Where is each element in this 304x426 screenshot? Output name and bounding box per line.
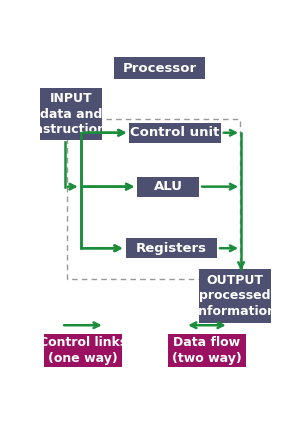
FancyBboxPatch shape [130,123,221,143]
FancyBboxPatch shape [40,88,102,141]
Text: Control unit: Control unit [130,126,220,139]
Text: Control links
(one way): Control links (one way) [39,337,127,365]
Text: Processor: Processor [123,62,197,75]
Text: Registers: Registers [136,242,207,255]
FancyBboxPatch shape [126,238,217,258]
FancyBboxPatch shape [199,269,271,323]
Text: Data flow
(two way): Data flow (two way) [172,337,242,365]
FancyBboxPatch shape [168,334,246,367]
Text: INPUT
data and
instructions: INPUT data and instructions [29,92,113,136]
FancyBboxPatch shape [44,334,122,367]
Text: ALU: ALU [154,180,183,193]
FancyBboxPatch shape [137,177,199,197]
Text: OUTPUT
processed
information: OUTPUT processed information [194,274,276,318]
FancyBboxPatch shape [114,57,206,79]
